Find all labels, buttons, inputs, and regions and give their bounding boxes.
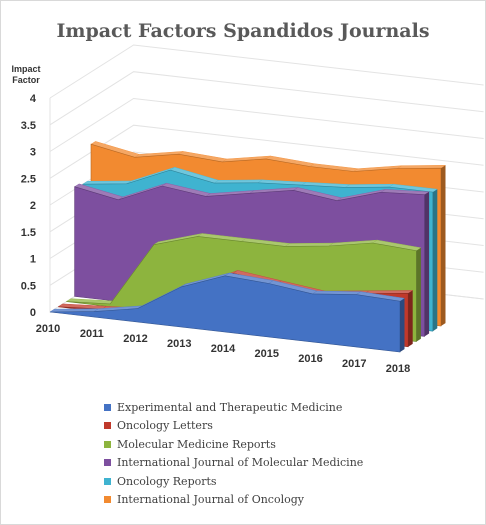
y-tick-label: 2.5 — [21, 173, 36, 185]
series-end-face — [424, 191, 430, 337]
y-tick-label: 1 — [30, 254, 36, 266]
y-tick-labels: 0 0.5 1 1.5 2 2.5 3 3.5 4 — [21, 93, 37, 319]
x-tick-label: 2014 — [211, 343, 236, 355]
legend-swatch — [104, 459, 111, 467]
legend-swatch — [104, 477, 111, 485]
x-tick-label: 2018 — [386, 363, 410, 375]
gridline — [49, 44, 484, 99]
legend-item: International Journal of Oncology — [104, 491, 363, 510]
y-tick-label: 3.5 — [21, 120, 36, 132]
legend-item: Experimental and Therapeutic Medicine — [104, 398, 363, 417]
gridline — [49, 71, 484, 126]
x-tick-label: 2010 — [36, 323, 60, 335]
x-tick-label: 2017 — [342, 358, 366, 370]
legend-item: Molecular Medicine Reports — [104, 435, 363, 454]
series-1 — [49, 272, 406, 353]
y-tick-label: 0.5 — [21, 280, 36, 292]
series-end-face — [432, 189, 438, 332]
x-tick-label: 2012 — [123, 333, 147, 345]
chart-legend: Experimental and Therapeutic Medicine Onc… — [104, 398, 363, 509]
y-tick-label: 1.5 — [21, 227, 36, 239]
y-tick-label: 3 — [30, 147, 36, 159]
gridline — [49, 124, 484, 179]
series-end-face — [441, 165, 446, 326]
y-tick-label: 2 — [30, 200, 36, 212]
y-tick-label: 4 — [30, 93, 37, 105]
series-end-face — [400, 298, 405, 352]
legend-label: Experimental and Therapeutic Medicine — [117, 400, 343, 414]
series-group — [49, 141, 447, 353]
x-tick-labels: 2010 2011 2012 2013 2014 2015 2016 2017 2018 — [36, 323, 410, 375]
legend-swatch — [104, 496, 111, 504]
legend-swatch — [104, 440, 111, 448]
x-tick-label: 2011 — [80, 328, 104, 340]
y-tick-label: 0 — [30, 307, 36, 319]
legend-item: Oncology Reports — [104, 472, 363, 491]
gridline — [49, 97, 484, 152]
legend-label: International Journal of Oncology — [117, 493, 304, 507]
x-tick-label: 2016 — [298, 353, 322, 365]
y-axis-label: Impact Factor — [6, 64, 46, 86]
x-tick-label: 2013 — [167, 338, 191, 350]
y-axis-label-line-1: Impact — [11, 64, 41, 74]
legend-label: International Journal of Molecular Medic… — [117, 456, 364, 470]
legend-item: Oncology Letters — [104, 417, 363, 436]
legend-label: Oncology Reports — [117, 474, 217, 488]
y-axis-label-line-2: Factor — [12, 75, 40, 85]
legend-label: Oncology Letters — [117, 419, 213, 433]
legend-item: International Journal of Molecular Medic… — [104, 454, 363, 473]
x-tick-label: 2015 — [255, 348, 279, 360]
legend-swatch — [104, 403, 111, 411]
legend-swatch — [104, 422, 111, 430]
series-end-face — [416, 247, 421, 342]
legend-label: Molecular Medicine Reports — [117, 437, 276, 451]
chart-title: Impact Factors Spandidos Journals — [56, 20, 430, 42]
series-end-face — [408, 290, 413, 347]
